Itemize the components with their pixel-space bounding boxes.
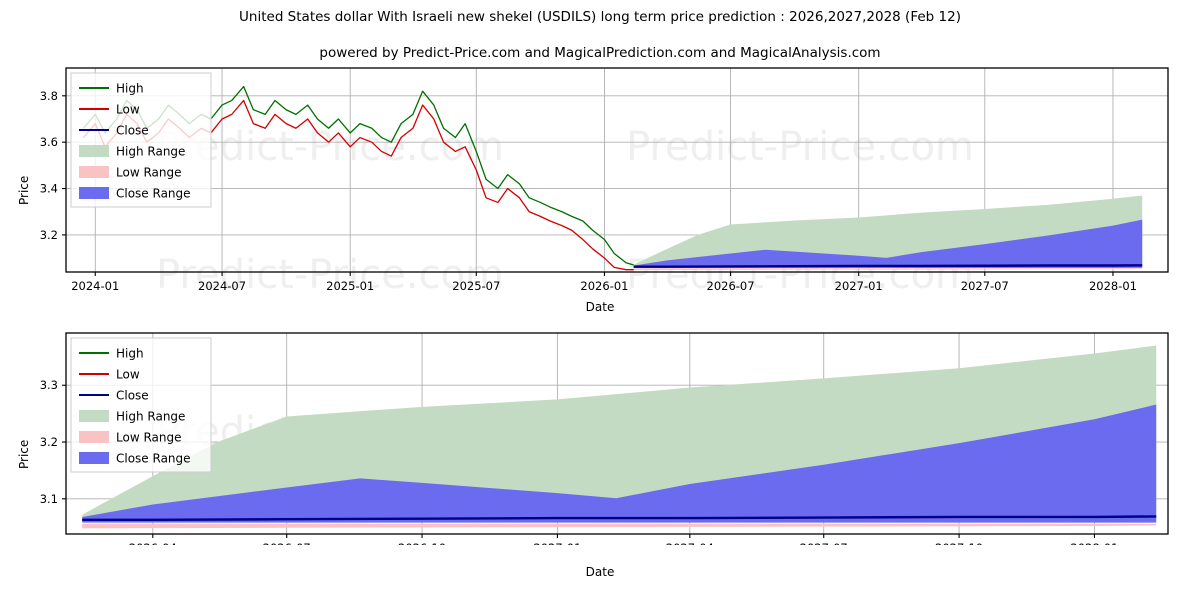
top-chart-svg: Predict-Price.com Predict-Price.com Predic…: [40, 67, 1169, 298]
plot-area: [82, 85, 1143, 271]
bottom-chart-y-axis-label: Price: [17, 439, 31, 469]
legend-label: Close Range: [116, 452, 191, 466]
bottom-chart-svg: Predict-Price.comPredict-Price.com3.13.2…: [40, 332, 1169, 545]
x-tick-label: 2024-07: [198, 279, 246, 293]
legend-box: [70, 337, 212, 473]
series-line-close: [82, 515, 1157, 522]
top-chart-x-axis-label: Date: [585, 300, 615, 314]
plot-frame: [65, 332, 1169, 535]
x-tick-label: 2027-07: [800, 541, 848, 545]
legend-label: High: [116, 82, 144, 96]
top-chart-panel: Predict-Price.com Predict-Price.com Predic…: [0, 60, 1200, 310]
x-tick-label: 2026-07: [263, 541, 311, 545]
x-tick-label: 2024-01: [71, 279, 119, 293]
band-low-range: [633, 268, 1143, 271]
page-subtitle: powered by Predict-Price.com and Magical…: [319, 45, 881, 61]
axis-ticks: 3.1 3.2 3.3 2026-04 2026-07 2026-10 2027-01 202…: [40, 378, 1119, 545]
top-chart-y-axis-label: Price: [17, 175, 31, 205]
y-tick-label: 3.8: [40, 89, 58, 103]
y-tick-label: 3.4: [40, 182, 58, 196]
chart-legend: High Low Close High Range Low Range Close Ran…: [70, 337, 212, 473]
legend-label: Low Range: [116, 166, 181, 180]
legend-swatch-patch: [79, 145, 109, 157]
legend-label: Low: [116, 103, 140, 117]
legend-label: Close Range: [116, 187, 191, 201]
legend-swatch-patch: [79, 452, 109, 464]
y-tick-label: 3.3: [40, 378, 58, 392]
x-tick-label: 2027-07: [961, 279, 1009, 293]
bottom-chart-panel: Predict-Price.comPredict-Price.com3.13.2…: [0, 325, 1200, 545]
y-tick-label: 3.6: [40, 135, 58, 149]
watermark-text: Predict-Price.com: [156, 252, 504, 298]
series-line-close: [633, 264, 1143, 268]
legend-label: Low Range: [116, 431, 181, 445]
x-tick-label: 2027-04: [666, 541, 714, 545]
x-tick-label: 2026-10: [398, 541, 446, 545]
plot-frame: [65, 67, 1169, 273]
x-tick-label: 2026-01: [580, 279, 628, 293]
x-tick-label: 2026-07: [707, 279, 755, 293]
x-tick-label: 2027-01: [835, 279, 883, 293]
bottom-chart-x-axis-label: Date: [585, 565, 615, 579]
y-tick-label: 3.2: [40, 228, 58, 242]
x-tick-label: 2025-01: [326, 279, 374, 293]
chart-legend: High Low Close High Range Low Range Close Ran…: [70, 72, 212, 208]
x-tick-label: 2028-01: [1089, 279, 1137, 293]
legend-label: Low: [116, 368, 140, 382]
legend-swatch-patch: [79, 187, 109, 199]
watermark-text: Predict-Price.com: [156, 124, 504, 170]
watermark-text: Predict-Price.com: [626, 124, 974, 170]
y-tick-label: 3.1: [40, 492, 58, 506]
legend-label: High Range: [116, 145, 185, 159]
watermark-group: Predict-Price.com Predict-Price.com Predic…: [156, 124, 974, 298]
x-tick-label: 2025-07: [452, 279, 500, 293]
x-tick-label: 2027-10: [935, 541, 983, 545]
plot-area: [82, 345, 1157, 529]
legend-label: High Range: [116, 410, 185, 424]
band-close-range: [633, 219, 1143, 268]
legend-label: Close: [116, 389, 149, 403]
gridlines: [66, 68, 1168, 272]
axis-ticks: 3.2 3.4 3.6 3.8 2024-01 2024-07 2025-01 2025-07…: [40, 89, 1137, 293]
page-title: United States dollar With Israeli new sh…: [239, 9, 961, 25]
legend-swatch-patch: [79, 410, 109, 422]
legend-box: [70, 72, 212, 208]
y-tick-label: 3.2: [40, 435, 58, 449]
x-tick-label: 2028-01: [1070, 541, 1118, 545]
x-tick-label: 2027-01: [533, 541, 581, 545]
band-low-range: [82, 523, 1157, 529]
legend-label: High: [116, 347, 144, 361]
legend-swatch-patch: [79, 166, 109, 178]
legend-swatch-patch: [79, 431, 109, 443]
legend-label: Close: [116, 124, 149, 138]
band-close-range: [82, 404, 1157, 523]
x-tick-label: 2026-04: [129, 541, 177, 545]
